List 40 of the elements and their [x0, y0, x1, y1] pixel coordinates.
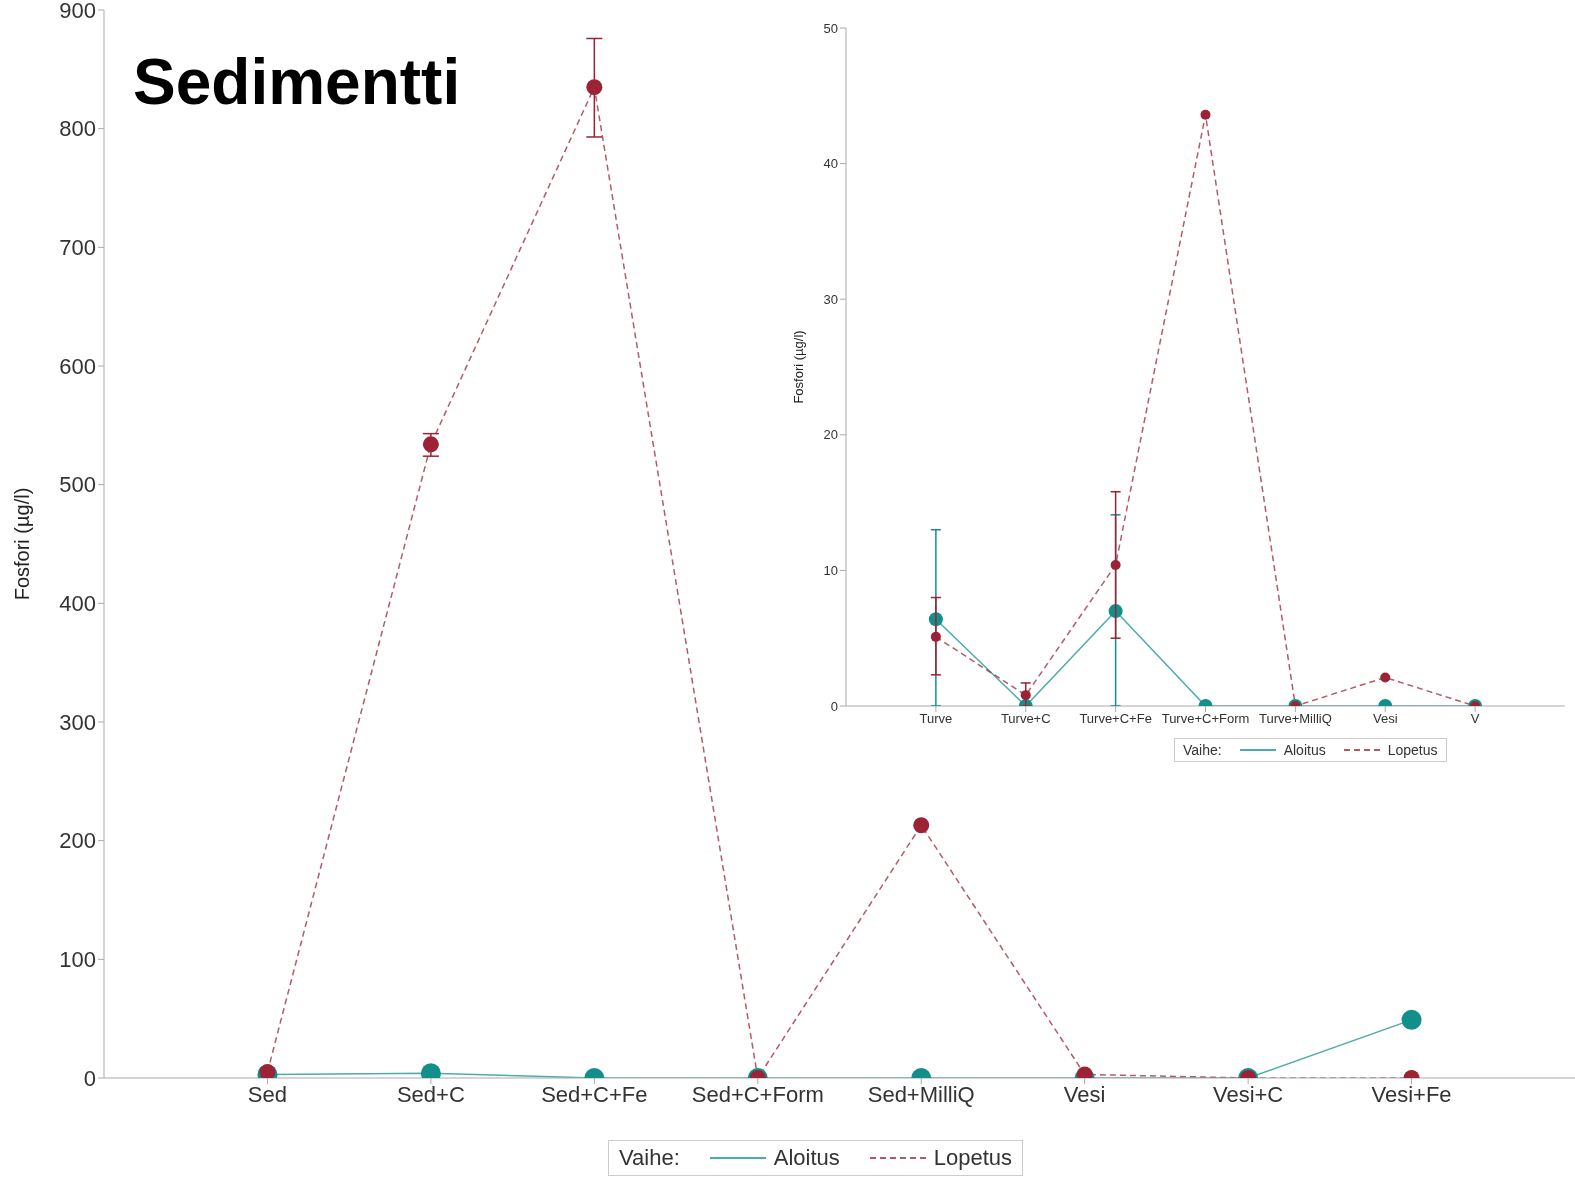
x-tick-label: Sed+C+Form — [691, 1081, 824, 1107]
y-axis-title: Fosfori (µg/l) — [11, 487, 34, 601]
x-tick-label: Turve+C+Form — [1161, 711, 1250, 727]
legend-label: Aloitus — [773, 1145, 840, 1171]
x-tick-label: Sed — [247, 1081, 288, 1107]
y-tick-label: 10 — [823, 563, 838, 579]
y-tick-label: 0 — [830, 698, 838, 714]
y-tick-label: 40 — [823, 156, 838, 172]
x-tick-label: Turve+MilliQ — [1258, 711, 1332, 727]
legend-label: Lopetus — [1387, 742, 1438, 758]
text: Sedimentti — [133, 45, 461, 119]
x-tick-label: Vesi — [1063, 1081, 1106, 1107]
x-tick-label: Sed+C — [396, 1081, 465, 1107]
y-tick-label: 0 — [83, 1065, 96, 1091]
y-tick-label: 300 — [59, 709, 96, 735]
x-tick-label: Turve+C — [1000, 711, 1051, 727]
x-tick-label: Turve — [919, 711, 953, 727]
x-tick-label: Turve+C+Fe — [1079, 711, 1152, 727]
x-tick-label: Vesi — [1372, 711, 1398, 727]
y-tick-label: 200 — [59, 828, 96, 854]
y-tick-label: 800 — [59, 116, 96, 142]
y-axis-title: Fosfori (µg/l) — [790, 330, 806, 404]
y-tick-label: 100 — [59, 947, 96, 973]
x-tick-label: V — [1470, 711, 1480, 727]
y-tick-label: 400 — [59, 591, 96, 617]
y-tick-label: 500 — [59, 472, 96, 498]
y-tick-label: 600 — [59, 353, 96, 379]
y-tick-label: 30 — [823, 291, 838, 307]
legend-title: Vaihe: — [619, 1145, 680, 1171]
legend-label: Lopetus — [933, 1145, 1013, 1171]
y-tick-label: 700 — [59, 235, 96, 261]
y-tick-label: 20 — [823, 427, 838, 443]
legend-label: Aloitus — [1283, 742, 1326, 758]
legend-title: Vaihe: — [1183, 742, 1222, 758]
x-tick-label: Sed+C+Fe — [541, 1081, 648, 1107]
x-tick-label: Vesi+Fe — [1371, 1081, 1452, 1107]
y-tick-label: 900 — [59, 0, 96, 23]
x-tick-label: Vesi+C — [1212, 1081, 1284, 1107]
x-tick-label: Sed+MilliQ — [867, 1081, 975, 1107]
y-tick-label: 50 — [823, 20, 838, 36]
